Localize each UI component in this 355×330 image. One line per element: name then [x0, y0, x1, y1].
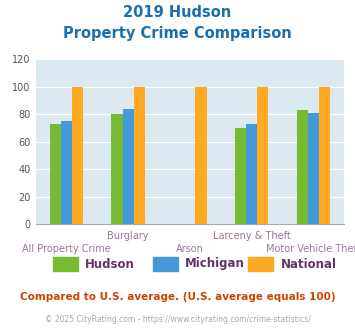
- Text: Compared to U.S. average. (U.S. average equals 100): Compared to U.S. average. (U.S. average …: [20, 292, 335, 302]
- Text: Motor Vehicle Theft: Motor Vehicle Theft: [266, 244, 355, 254]
- Bar: [61, 121, 72, 224]
- Bar: [319, 87, 330, 224]
- Bar: [297, 110, 308, 224]
- Bar: [196, 87, 207, 224]
- Text: Larceny & Theft: Larceny & Theft: [213, 231, 291, 241]
- Bar: [111, 115, 122, 224]
- Text: Arson: Arson: [176, 244, 204, 254]
- Text: National: National: [280, 257, 337, 271]
- Bar: [72, 87, 83, 224]
- Text: Hudson: Hudson: [85, 257, 135, 271]
- Text: Michigan: Michigan: [185, 257, 245, 271]
- Bar: [50, 124, 61, 224]
- Bar: [308, 113, 319, 224]
- Text: Burglary: Burglary: [108, 231, 149, 241]
- Text: All Property Crime: All Property Crime: [22, 244, 111, 254]
- Bar: [235, 128, 246, 224]
- Bar: [257, 87, 268, 224]
- Bar: [122, 109, 134, 224]
- Text: 2019 Hudson: 2019 Hudson: [124, 5, 231, 20]
- Bar: [246, 124, 257, 224]
- Text: Property Crime Comparison: Property Crime Comparison: [63, 26, 292, 41]
- Bar: [134, 87, 145, 224]
- Text: © 2025 CityRating.com - https://www.cityrating.com/crime-statistics/: © 2025 CityRating.com - https://www.city…: [45, 315, 310, 324]
